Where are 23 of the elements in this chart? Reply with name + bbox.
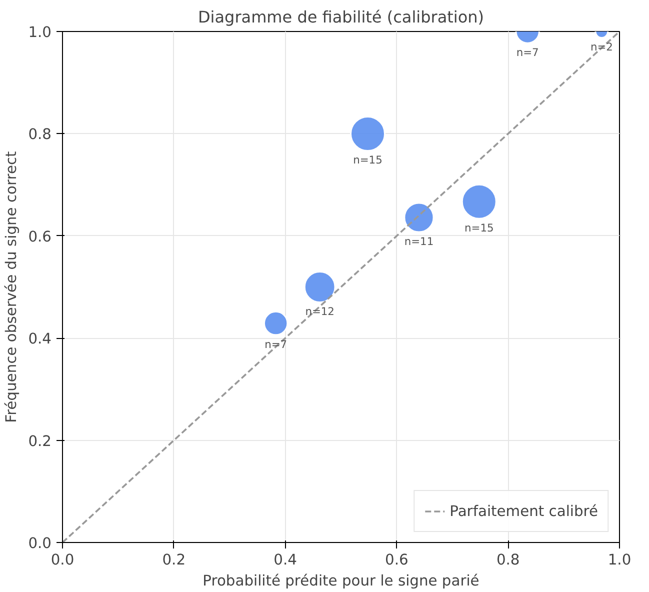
- y-tick-label: 0.8: [28, 126, 52, 144]
- x-tick-label: 0.0: [50, 552, 74, 568]
- annotation: n=12: [305, 305, 334, 318]
- annotation: n=7: [516, 46, 539, 60]
- x-tick-label: 0.4: [274, 552, 297, 568]
- x-tick-label: 0.6: [385, 552, 408, 568]
- y-tick-label: 0.6: [28, 228, 52, 246]
- y-axis-title: Fréquence observée du signe correct: [3, 150, 20, 423]
- y-tick-label: 1.0: [28, 24, 52, 41]
- y-tick-label: 0.4: [28, 330, 52, 348]
- x-tick-label: 0.2: [162, 552, 186, 568]
- annotation: n=2: [590, 40, 613, 54]
- annotation: n=15: [353, 154, 382, 167]
- annotation: n=7: [264, 338, 288, 351]
- legend-label: Parfaitement calibré: [450, 502, 598, 520]
- y-tick-label: 0.0: [28, 535, 52, 552]
- annotation: n=15: [464, 222, 494, 235]
- chart-title: Diagramme de fiabilité (calibration): [198, 8, 484, 26]
- annotation: n=11: [404, 235, 434, 248]
- x-tick-label: 0.8: [496, 552, 520, 568]
- y-tick-label: 0.2: [28, 432, 52, 450]
- x-axis-title: Probabilité prédite pour le signe parié: [202, 572, 480, 590]
- x-tick-label: 1.0: [608, 552, 632, 568]
